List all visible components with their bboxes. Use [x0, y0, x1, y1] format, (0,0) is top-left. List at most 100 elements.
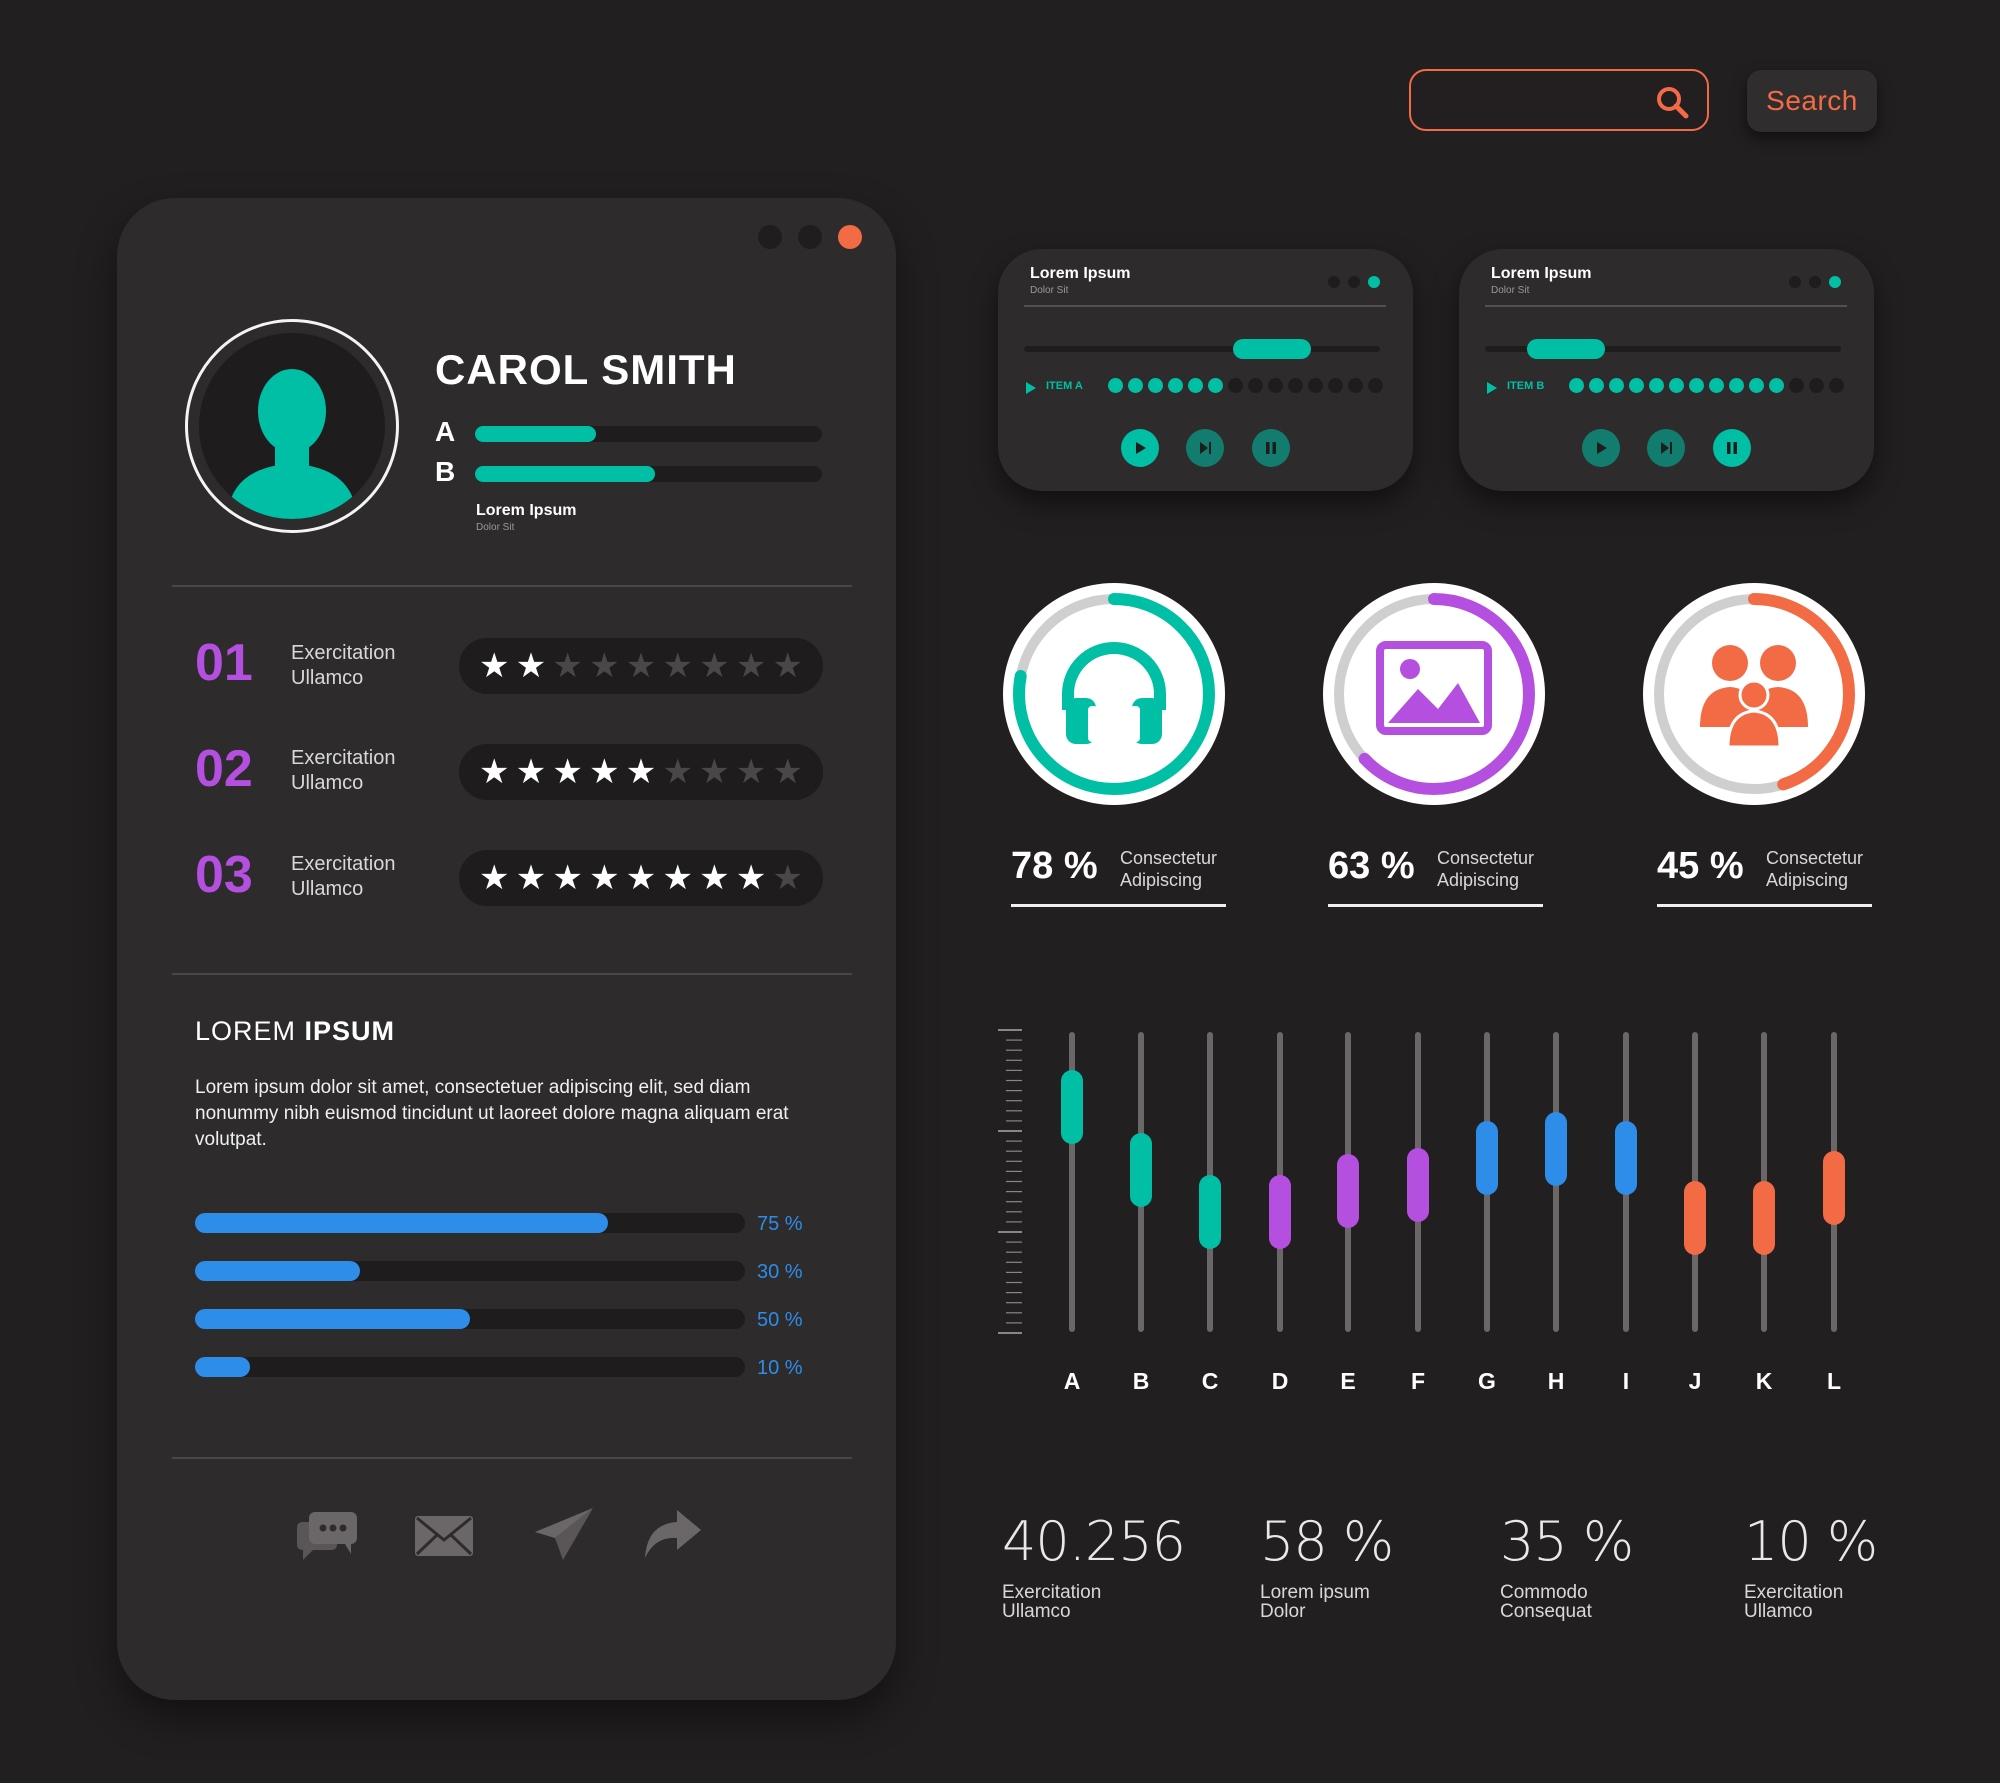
search-button[interactable]: Search	[1747, 70, 1877, 132]
eq-track[interactable]	[1277, 1032, 1283, 1332]
star-filled-icon[interactable]: ★	[515, 753, 547, 791]
search-icon[interactable]	[1655, 85, 1689, 119]
bar-a-label: A	[435, 416, 456, 447]
search-field[interactable]	[1409, 69, 1709, 131]
eq-label: D	[1271, 1368, 1289, 1394]
star-rating-3[interactable]: ★ ★ ★ ★ ★ ★ ★ ★ ★	[459, 850, 823, 906]
search-input[interactable]	[1429, 81, 1643, 121]
bottom-stat-2-label: Lorem ipsum Dolor	[1260, 1582, 1370, 1622]
play-button[interactable]	[1582, 429, 1620, 467]
eq-track[interactable]	[1692, 1032, 1698, 1332]
media-player-b: Lorem Ipsum Dolor Sit ITEM B	[1459, 249, 1874, 491]
pause-button[interactable]	[1252, 429, 1290, 467]
circle-stat-2-value: 63 %	[1328, 845, 1415, 887]
pause-button[interactable]	[1713, 429, 1751, 467]
eq-knob[interactable]	[1269, 1175, 1291, 1249]
star-filled-icon[interactable]: ★	[552, 859, 583, 897]
circle-stat-2-underline	[1328, 904, 1543, 907]
window-dot-close[interactable]	[838, 225, 862, 249]
star-empty-icon[interactable]: ★	[589, 647, 620, 685]
eq-track[interactable]	[1345, 1032, 1351, 1332]
level-segment	[1789, 378, 1804, 393]
star-empty-icon[interactable]: ★	[699, 647, 730, 685]
eq-track[interactable]	[1207, 1032, 1213, 1332]
eq-knob[interactable]	[1476, 1121, 1498, 1195]
star-empty-icon[interactable]: ★	[772, 647, 803, 685]
player-level-meter	[1569, 378, 1849, 398]
bar-b-label: B	[435, 456, 456, 487]
level-segment	[1208, 378, 1223, 393]
play-button[interactable]	[1121, 429, 1159, 467]
star-filled-icon[interactable]: ★	[589, 753, 620, 791]
player-seek-knob[interactable]	[1232, 339, 1311, 359]
eq-knob[interactable]	[1061, 1070, 1083, 1144]
eq-knob[interactable]	[1199, 1175, 1221, 1249]
player-seek-bar[interactable]	[1485, 339, 1841, 359]
star-empty-icon[interactable]: ★	[772, 859, 803, 897]
star-empty-icon[interactable]: ★	[662, 647, 693, 685]
star-filled-icon[interactable]: ★	[479, 753, 510, 791]
mail-icon[interactable]	[413, 1508, 477, 1564]
eq-knob[interactable]	[1753, 1181, 1775, 1255]
eq-track[interactable]	[1484, 1032, 1490, 1332]
star-filled-icon[interactable]: ★	[735, 859, 767, 897]
star-filled-icon[interactable]: ★	[515, 647, 547, 685]
eq-track[interactable]	[1761, 1032, 1767, 1332]
level-segment	[1288, 378, 1303, 393]
bottom-stat-1-value: 40.256	[1002, 1510, 1186, 1573]
bar-a-fill	[475, 426, 597, 442]
star-filled-icon[interactable]: ★	[625, 859, 657, 897]
star-empty-icon[interactable]: ★	[625, 647, 657, 685]
eq-track[interactable]	[1553, 1032, 1559, 1332]
eq-track[interactable]	[1138, 1032, 1144, 1332]
player-seek-bar[interactable]	[1024, 339, 1380, 359]
next-button[interactable]	[1647, 429, 1685, 467]
eq-track[interactable]	[1415, 1032, 1421, 1332]
play-icon	[1136, 442, 1146, 454]
chat-icon[interactable]	[297, 1508, 361, 1564]
star-filled-icon[interactable]: ★	[479, 859, 510, 897]
equalizer-scale	[998, 1029, 1022, 1334]
window-dot-2[interactable]	[798, 225, 822, 249]
eq-track[interactable]	[1623, 1032, 1629, 1332]
star-empty-icon[interactable]: ★	[772, 753, 803, 791]
eq-knob[interactable]	[1615, 1121, 1637, 1195]
circle-stat-2-label: Consectetur Adipiscing	[1437, 848, 1535, 890]
bottom-stat-2-value: 58 %	[1260, 1510, 1394, 1573]
circle-stat-3-value: 45 %	[1657, 845, 1744, 887]
send-icon[interactable]	[533, 1506, 597, 1562]
star-empty-icon[interactable]: ★	[552, 647, 583, 685]
star-filled-icon[interactable]: ★	[515, 859, 547, 897]
star-empty-icon[interactable]: ★	[735, 753, 767, 791]
eq-knob[interactable]	[1684, 1181, 1706, 1255]
next-button[interactable]	[1186, 429, 1224, 467]
profile-subtitle-title: Lorem Ipsum	[476, 502, 577, 519]
star-empty-icon[interactable]: ★	[699, 753, 730, 791]
star-empty-icon[interactable]: ★	[662, 753, 693, 791]
circle-stat-3	[1641, 581, 1867, 807]
star-rating-1[interactable]: ★ ★ ★ ★ ★ ★ ★ ★ ★	[459, 638, 823, 694]
eq-track[interactable]	[1069, 1032, 1075, 1332]
star-filled-icon[interactable]: ★	[662, 859, 693, 897]
eq-knob[interactable]	[1545, 1112, 1567, 1186]
player-seek-knob[interactable]	[1526, 339, 1605, 359]
star-filled-icon[interactable]: ★	[552, 753, 583, 791]
level-segment	[1649, 378, 1664, 393]
eq-knob[interactable]	[1407, 1148, 1429, 1222]
status-dot	[1368, 276, 1380, 288]
star-filled-icon[interactable]: ★	[625, 753, 657, 791]
star-filled-icon[interactable]: ★	[589, 859, 620, 897]
eq-track[interactable]	[1831, 1032, 1837, 1332]
star-empty-icon[interactable]: ★	[735, 647, 767, 685]
eq-knob[interactable]	[1337, 1154, 1359, 1228]
level-segment	[1328, 378, 1343, 393]
star-rating-2[interactable]: ★ ★ ★ ★ ★ ★ ★ ★ ★	[459, 744, 823, 800]
eq-knob[interactable]	[1130, 1133, 1152, 1207]
star-filled-icon[interactable]: ★	[479, 647, 510, 685]
play-indicator-icon	[1026, 382, 1036, 394]
star-filled-icon[interactable]: ★	[699, 859, 730, 897]
window-dot-1[interactable]	[758, 225, 782, 249]
share-icon[interactable]	[641, 1506, 705, 1562]
eq-knob[interactable]	[1823, 1151, 1845, 1225]
player-item-label: ITEM B	[1507, 380, 1545, 392]
